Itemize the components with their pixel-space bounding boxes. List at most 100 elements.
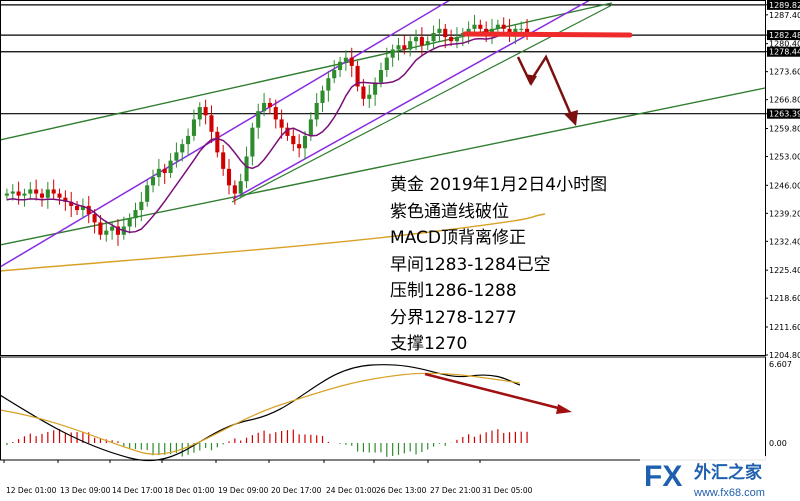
price-tick-label: 1273.60 — [769, 68, 800, 77]
arrowhead — [564, 110, 578, 126]
candle-body — [115, 226, 121, 235]
candle-body — [57, 193, 62, 198]
slow-ma-line — [0, 213, 546, 272]
candle-body — [139, 201, 144, 211]
candle-body — [355, 65, 360, 87]
candle-body — [378, 70, 384, 83]
candle-body — [34, 189, 39, 194]
macd-tick-label: 6.607 — [769, 360, 792, 369]
candle-body — [256, 111, 261, 128]
annotation-line: MACD顶背离修正 — [390, 228, 526, 248]
candle-body — [145, 185, 150, 202]
candle-body — [338, 61, 343, 71]
x-tick-label: 12 Dec 01:00 — [6, 486, 57, 495]
red-resistance-marker — [462, 31, 633, 38]
candle-body — [454, 37, 459, 42]
candle-body — [273, 107, 278, 120]
candle-body — [314, 102, 319, 120]
price-tick-label: 1211.60 — [769, 323, 800, 332]
logo-url: www.fx68.com — [693, 487, 765, 499]
candle-body — [69, 201, 74, 206]
divergence-arrow — [424, 372, 567, 412]
candle-body — [472, 24, 477, 29]
candle-body — [80, 205, 85, 211]
candle-body — [168, 160, 173, 173]
candle-body — [238, 181, 243, 194]
arrowhead — [525, 74, 537, 86]
price-badge — [767, 46, 800, 57]
candle-body — [197, 107, 202, 120]
candle-body — [495, 24, 500, 29]
x-tick-label: 24 Dec 01:00 — [326, 486, 377, 495]
candle-body — [133, 210, 138, 219]
candle-body — [390, 49, 395, 58]
candle-body — [279, 119, 284, 128]
candle-body — [104, 230, 109, 235]
candle-body — [308, 119, 313, 136]
x-tick-label: 19 Dec 09:00 — [218, 486, 269, 495]
candle-body — [443, 28, 448, 38]
price-tick-label: 1259.80 — [769, 124, 800, 133]
candle-body — [232, 185, 237, 194]
candle-body — [221, 152, 226, 169]
candle-body — [519, 28, 524, 30]
candle-body — [75, 205, 80, 211]
candle-body — [250, 127, 255, 157]
price-tick-label: 1218.60 — [769, 294, 800, 303]
projection-arrow — [516, 54, 576, 123]
candle-body — [349, 57, 354, 66]
candle-body — [16, 191, 21, 196]
upper-green-trendline — [0, 2, 613, 141]
candle-body — [332, 70, 337, 79]
candle-body — [484, 28, 489, 33]
candle-body — [39, 193, 45, 198]
candle-body — [244, 156, 249, 182]
x-tick-label: 27 Dec 21:00 — [430, 486, 481, 495]
candle-body — [156, 168, 161, 178]
candle-body — [180, 144, 185, 153]
x-tick-label: 13 Dec 09:00 — [60, 486, 111, 495]
price-tick-label: 1278.44 — [769, 48, 800, 57]
candle-body — [215, 131, 220, 153]
price-tick-label: 1289.82 — [769, 1, 800, 10]
annotation-line: 紫色通道线破位 — [390, 201, 509, 222]
price-tick-label: 1239.20 — [769, 209, 800, 218]
annotation-text-block: 黄金 2019年1月2日4小时图 紫色通道线破位 MACD顶背离修正 早间128… — [390, 172, 607, 358]
candle-body — [226, 168, 232, 186]
price-tick-label: 1232.40 — [769, 237, 800, 246]
price-tick-label: 1266.80 — [769, 96, 800, 105]
annotation-line: 压制1286-1288 — [390, 281, 517, 301]
candle-body — [10, 191, 15, 194]
candle-body — [449, 37, 454, 42]
lower-green-trendline — [0, 87, 766, 246]
macd-tick-label: 0.00 — [769, 439, 787, 448]
price-tick-label: 1253.00 — [769, 152, 800, 161]
candle-body — [297, 144, 302, 149]
price-tick-label: 1225.40 — [769, 266, 800, 275]
candle-body — [45, 189, 50, 198]
candle-body — [513, 28, 518, 33]
price-tick-label: 1204.80 — [769, 351, 800, 360]
candle-body — [186, 135, 191, 145]
candle-body — [396, 45, 401, 50]
annotation-line: 早间1283-1284已空 — [390, 254, 551, 275]
purple-ma-line — [6, 34, 528, 233]
price-tick-label: 1246.00 — [769, 181, 800, 190]
purple-channel-lower — [232, 0, 591, 200]
candle-body — [419, 37, 424, 46]
candle-body — [384, 57, 389, 71]
candle-body — [361, 86, 366, 99]
candle-body — [150, 177, 156, 186]
macd-panel-frame — [0, 356, 766, 461]
candle-body — [127, 218, 132, 227]
candle-body — [262, 102, 267, 112]
candle-body — [326, 78, 331, 91]
candle-body — [320, 90, 325, 103]
candle-body — [291, 135, 296, 145]
annotation-line: 黄金 2019年1月2日4小时图 — [390, 175, 608, 195]
candle-body — [203, 107, 208, 116]
candle-body — [92, 214, 97, 223]
logo-fx: FX — [644, 460, 682, 493]
